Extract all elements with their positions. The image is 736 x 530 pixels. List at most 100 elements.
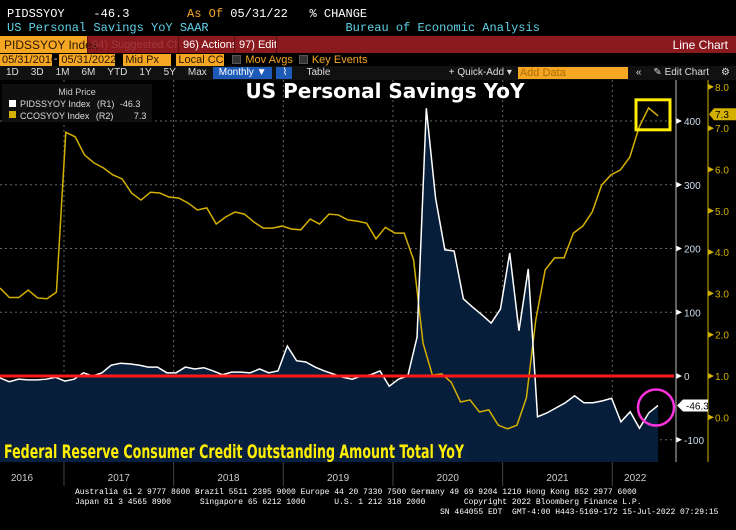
period-6m[interactable]: 6M — [81, 67, 96, 78]
r2-tick-label: 5.0 — [715, 207, 729, 218]
line-chart: 400 300 200 100 0 -100 8.0 7.0 6.0 5.0 4.0 3.0 2.0 1.… — [0, 80, 736, 486]
collapse-icon[interactable]: « — [635, 67, 642, 78]
chart-title: US Personal Savings YoY — [246, 80, 525, 103]
x-tick-label: 2018 — [217, 473, 240, 484]
table-button[interactable]: Table — [306, 67, 331, 78]
r1-tick-label: 100 — [684, 308, 701, 319]
line-chart-icon[interactable]: ⌇ — [276, 67, 293, 79]
key-events-label: Key Events — [311, 53, 368, 66]
r2-tick-label: 6.0 — [715, 166, 729, 177]
r2-tick — [708, 290, 714, 297]
r1-tick-label: 0 — [684, 372, 690, 383]
currency-select[interactable]: Local CCY — [176, 53, 225, 66]
header-ticker-line: PIDSSYOY -46.3 As Of 05/31/22 % CHANGE — [7, 7, 367, 21]
r1-tick-label: 400 — [684, 117, 701, 128]
actions-button[interactable]: 96) Actions ▾ — [179, 36, 235, 53]
x-tick-label: 2021 — [546, 473, 569, 484]
r1-tick-label: 200 — [684, 245, 701, 256]
period-max[interactable]: Max — [187, 67, 207, 78]
legend-swatch-savings — [9, 100, 16, 107]
toolbar: PIDSSYOY Index 94) Suggested Charts 96) … — [0, 36, 736, 53]
quick-add-button[interactable]: + Quick-Add ▾ — [448, 67, 512, 78]
r2-tick-label: 8.0 — [715, 83, 729, 94]
savings-series-line — [0, 108, 659, 430]
r2-tick-label: 0.0 — [715, 413, 729, 424]
r2-last-value-tag — [709, 108, 736, 121]
settings-icon[interactable]: ⚙ — [721, 67, 730, 78]
r2-tick-label: 1.0 — [715, 372, 729, 383]
period-1y[interactable]: 1Y — [139, 67, 152, 78]
r2-tick — [708, 207, 714, 214]
r2-tick — [708, 249, 714, 256]
r1-tick — [676, 118, 682, 124]
description: US Personal Savings YoY SAAR — [7, 21, 209, 35]
x-tick-label: 2017 — [108, 473, 131, 484]
savings-area-fill — [0, 108, 658, 462]
x-tick-label: 2019 — [327, 473, 350, 484]
r1-last-value-tag — [677, 399, 708, 412]
header-description-line: US Personal Savings YoY SAAR Bureau of E… — [7, 21, 540, 35]
period-1d[interactable]: 1D — [6, 67, 19, 78]
start-date-input[interactable]: 05/31/2016 — [0, 53, 52, 66]
legend-entry-credit: CCOSYOY Index (R2) 7.3 — [20, 111, 146, 121]
x-tick-label: 2020 — [437, 473, 460, 484]
date-separator: - — [54, 53, 58, 65]
legend-entry-savings: PIDSSYOY Index (R1) -46.3 — [20, 99, 140, 109]
r2-tick-label: 4.0 — [715, 248, 729, 259]
r1-tick — [676, 181, 682, 188]
r2-tick — [708, 125, 714, 132]
r2-tick — [708, 331, 714, 338]
x-tick-label: 2016 — [11, 473, 34, 484]
r1-tick — [676, 436, 682, 443]
period-3d[interactable]: 3D — [30, 67, 44, 78]
r2-tick-label: 3.0 — [715, 289, 729, 300]
r1-tick-label: -100 — [684, 436, 704, 447]
x-tick-label: 2022 — [624, 473, 647, 484]
last-value: -46.3 — [93, 7, 130, 21]
r2-tick-label: 2.0 — [715, 331, 729, 342]
chart-type-label: Line Chart — [672, 37, 728, 52]
credit-series-line — [0, 106, 659, 430]
r1-tick-label: 300 — [684, 181, 701, 192]
r1-last-value: -46.3 — [686, 402, 709, 413]
r1-tick — [676, 309, 682, 316]
period-1m[interactable]: 1M — [55, 67, 70, 78]
period-5y[interactable]: 5Y — [163, 67, 176, 78]
r2-last-value: 7.3 — [715, 110, 729, 121]
footer-line-3: SN 464055 EDT GMT-4:00 H443-5169-172 15-… — [440, 508, 719, 517]
key-events-checkbox[interactable] — [298, 55, 308, 64]
r2-tick — [708, 83, 714, 90]
r2-tick-label: 7.0 — [715, 124, 729, 135]
legend: Mid Price PIDSSYOY Index (R1) -46.3 CCOS… — [2, 84, 152, 122]
annotation-background — [0, 440, 468, 462]
as-of-label: As Of — [187, 7, 224, 21]
footer-line-1: Australia 61 2 9777 8600 Brazil 5511 239… — [75, 488, 637, 497]
mov-avgs-checkbox[interactable] — [232, 55, 242, 64]
price-select[interactable]: Mid Px — [123, 53, 172, 66]
annotation-text: Federal Reserve Consumer Credit Outstand… — [4, 441, 464, 463]
r1-tick — [676, 245, 682, 252]
source: Bureau of Economic Analysis — [345, 21, 540, 35]
period-row: 1D 3D 1M 6M YTD 1Y 5Y Max Monthly ▼ ⌇ Table + Q… — [0, 66, 736, 80]
as-of-date: 05/31/22 — [230, 7, 288, 21]
mov-avgs-label: Mov Avgs — [245, 53, 293, 66]
controls-row: 05/31/2016 - 05/31/2022 Mid Px Local CCY… — [0, 53, 736, 66]
highlight-circle — [636, 388, 676, 427]
edit-button[interactable]: 97) Edit ▾ — [235, 36, 277, 53]
legend-swatch-credit — [9, 111, 16, 118]
mode-label: % CHANGE — [309, 7, 368, 21]
footer-line-2: Japan 81 3 4565 8900 Singapore 65 6212 1… — [75, 498, 642, 507]
frequency-select[interactable]: Monthly ▼ — [212, 67, 273, 79]
period-ytd[interactable]: YTD — [107, 67, 128, 78]
suggested-charts-button[interactable]: 94) Suggested Charts — [88, 36, 179, 53]
r1-tick — [676, 373, 682, 379]
security-field[interactable]: PIDSSYOY Index — [0, 36, 98, 53]
r2-tick — [708, 373, 714, 379]
r2-tick — [708, 166, 714, 173]
r2-tick — [708, 414, 714, 421]
edit-chart-button[interactable]: ✎ Edit Chart — [653, 67, 710, 78]
ticker: PIDSSYOY — [7, 7, 65, 21]
highlight-box — [634, 98, 672, 132]
end-date-input[interactable]: 05/31/2022 — [59, 53, 116, 66]
add-data-input[interactable]: Add Data — [517, 67, 628, 79]
